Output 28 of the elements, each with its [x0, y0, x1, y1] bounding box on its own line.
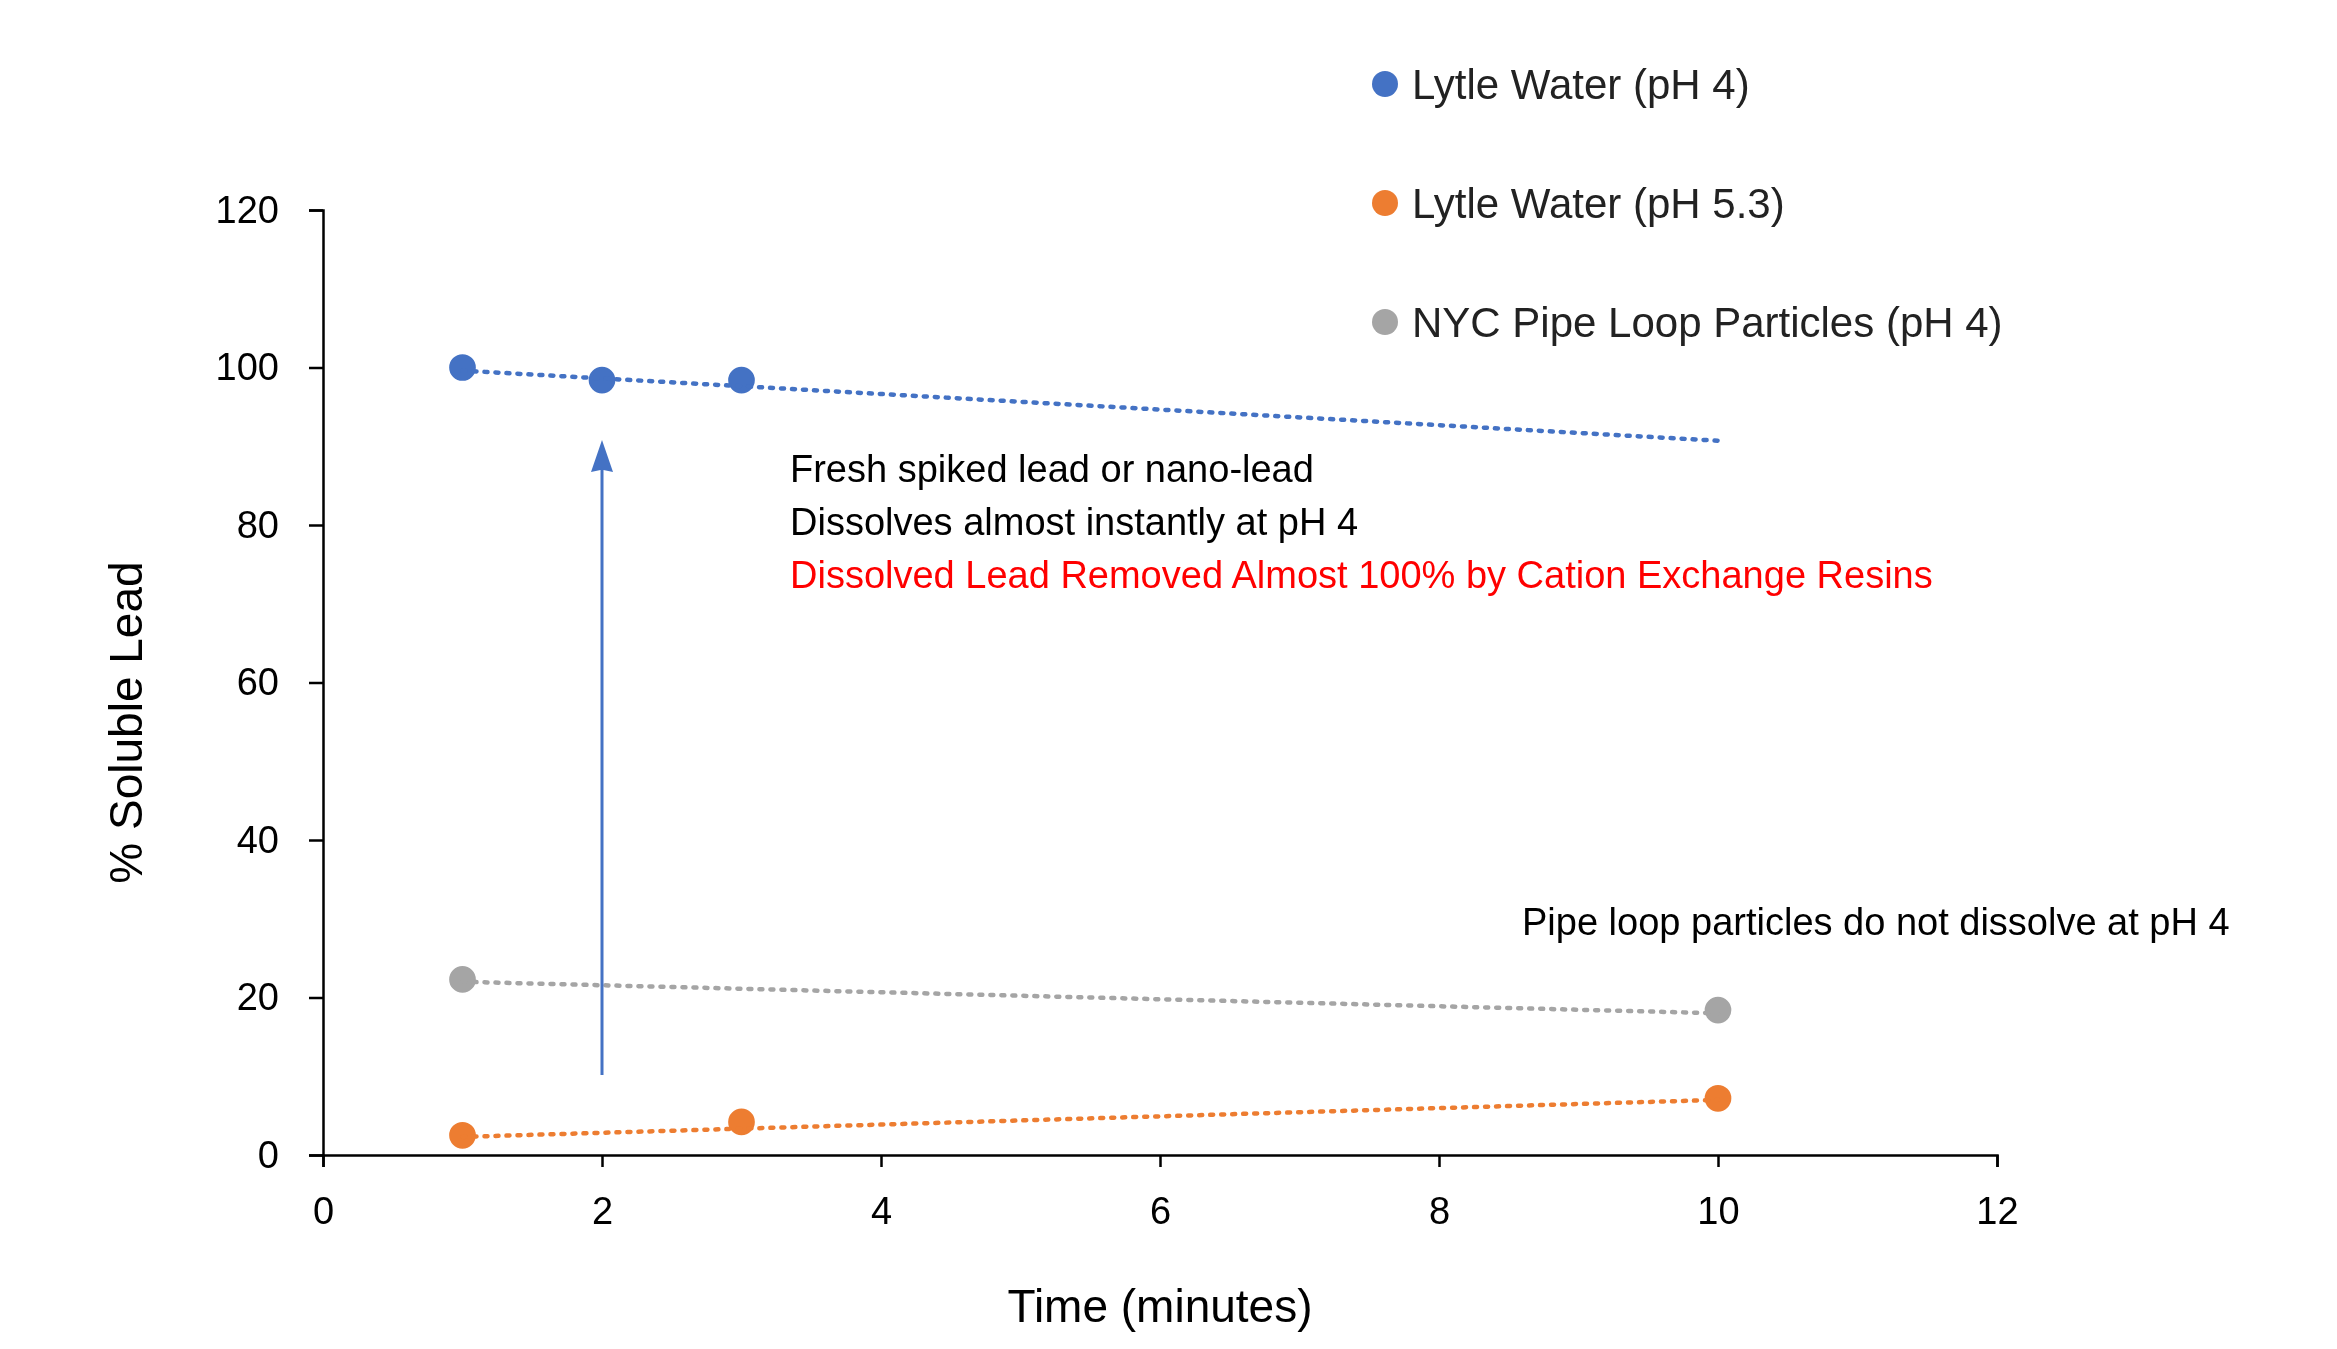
x-tick-label: 0: [312, 1189, 335, 1232]
x-tick-label: 10: [1697, 1189, 1740, 1232]
point: [1704, 996, 1732, 1024]
y-tick-label: 40: [236, 818, 279, 861]
annotation: Dissolved Lead Removed Almost 100% by Cation Exchange Resins: [790, 554, 1933, 596]
legend-label: Lytle Water (pH 4): [1412, 60, 1750, 108]
point: [449, 1121, 476, 1149]
y-tick-label: 100: [215, 346, 279, 389]
x-tick-label: 2: [591, 1189, 614, 1232]
y-tick-label: 80: [236, 503, 279, 546]
point: [449, 354, 476, 381]
x-axis-title: Time (minutes): [1007, 1280, 1313, 1332]
x-tick-label: 12: [1976, 1189, 2019, 1232]
y-tick-label: 0: [257, 1133, 279, 1176]
annotation: Pipe loop particles do not dissolve at pH 4: [1522, 901, 2230, 943]
y-tick-label: 120: [215, 188, 279, 231]
annotation: Dissolves almost instantly at pH 4: [790, 501, 1359, 543]
y-axis-title: % Soluble Lead: [100, 561, 152, 884]
legend-label: Lytle Water (pH 5.3): [1412, 179, 1785, 227]
x-tick-label: 4: [870, 1189, 893, 1232]
y-tick-label: 20: [236, 976, 279, 1019]
legend-label: NYC Pipe Loop Particles (pH 4): [1412, 298, 2003, 346]
annotation: Fresh spiked lead or nano-lead: [790, 448, 1314, 490]
x-tick-label: 8: [1428, 1189, 1451, 1232]
x-tick-label: 6: [1149, 1189, 1172, 1232]
y-tick-label: 60: [236, 661, 279, 704]
point: [1704, 1084, 1732, 1112]
point: [449, 966, 476, 993]
